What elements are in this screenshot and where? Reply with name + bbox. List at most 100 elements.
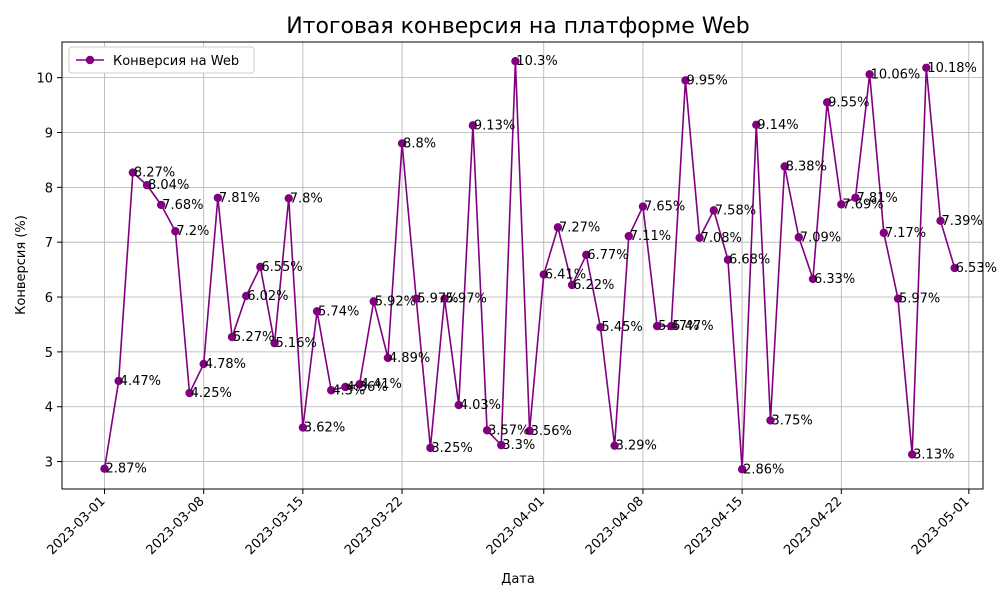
data-point [893,294,903,303]
data-point [213,193,223,202]
data-label: 7.81% [219,191,260,206]
data-point [412,294,421,303]
y-tick-label: 3 [45,456,53,471]
data-point [100,464,109,473]
data-point [355,380,364,389]
data-point [426,443,435,453]
data-label: 8.27% [134,166,175,181]
data-point [667,321,676,331]
data-point [511,56,520,66]
data-label: 7.11% [630,229,671,244]
data-label: 7.2% [176,224,209,239]
data-point [440,294,449,303]
data-point [922,63,931,72]
data-label: 10.3% [516,54,557,69]
data-label: 3.25% [431,441,472,456]
data-label: 9.55% [828,95,869,110]
data-point [808,274,818,284]
data-label: 4.03% [460,398,501,413]
data-label: 4.89% [389,351,430,366]
data-label: 2.86% [743,462,784,477]
data-label: 4.25% [191,386,232,401]
data-point [468,121,478,130]
data-label: 10.18% [927,61,977,76]
data-label: 7.8% [290,191,323,206]
data-label: 6.55% [261,260,302,275]
data-label: 5.27% [233,330,274,345]
data-point [837,200,846,209]
data-label: 3.13% [913,447,954,462]
y-tick-label: 8 [45,181,53,196]
data-label: 7.08% [701,231,742,246]
data-point [907,450,917,459]
data-label: 4.47% [120,374,161,389]
data-point [482,426,492,435]
data-point [369,297,378,306]
data-label: 9.14% [757,118,798,133]
data-label: 4.3% [332,383,365,398]
data-point [723,255,733,264]
data-point [284,194,293,203]
data-label: 6.02% [247,289,288,304]
data-point [199,359,208,369]
data-label: 5.47% [658,319,699,334]
data-point [156,200,166,210]
data-label: 7.39% [941,214,982,229]
data-point [737,465,747,474]
data-label: 6.53% [956,261,997,276]
data-label: 8.8% [403,136,436,151]
plot-area [61,41,984,490]
data-point [596,323,605,332]
data-point [454,400,463,410]
data-label: 2.87% [106,462,147,477]
series-group: 2.87% 4.47% 8.27%8.04% 7.68% 7.2% 4.25% 4.78% 7… [100,54,997,477]
legend: Конверсия на Web [68,46,255,74]
data-label: 3.29% [616,439,657,454]
data-label: 7.27% [559,220,600,235]
data-point [539,270,548,279]
data-point [794,233,803,242]
data-label: 3.75% [771,413,812,428]
data-label: 5.74% [318,304,359,319]
data-point [752,120,761,130]
data-point [142,180,152,190]
data-label: 3.56% [531,424,572,439]
data-point [822,98,832,107]
data-label: 7.81% [856,191,897,206]
data-label: 6.22% [573,278,614,293]
data-point [681,76,690,85]
data-label: 5.97% [446,292,487,307]
data-label: 7.17% [885,226,926,241]
data-point [624,231,633,241]
legend-marker [85,55,95,65]
data-point [638,202,648,211]
data-label: 8.38% [786,160,827,175]
data-point [227,332,237,342]
x-axis-label: Дата [501,572,535,587]
data-label: 4.36% [346,380,387,395]
y-axis: 3 4 5 6 7 8 9 10 [36,72,62,471]
data-label: 7.68% [162,198,203,213]
data-label: 5.97% [417,292,458,307]
data-label: 6.41% [545,268,586,283]
data-point [256,262,265,272]
data-label: 8.04% [148,178,189,193]
y-tick-label: 5 [45,346,53,361]
data-point [865,70,874,79]
data-point [553,223,563,232]
y-tick-label: 6 [45,291,53,306]
legend-label: Конверсия на Web [113,54,239,69]
data-label: 6.33% [814,272,855,287]
data-label: 6.77% [587,248,628,263]
data-label: 3.3% [502,438,535,453]
y-tick-label: 7 [45,236,53,251]
data-label: 9.13% [474,118,515,133]
data-point [298,423,308,432]
data-point [327,386,336,395]
data-label: 4.41% [361,377,402,392]
data-point [766,416,775,425]
data-label: 3.62% [304,421,345,436]
y-tick-label: 9 [45,126,53,141]
